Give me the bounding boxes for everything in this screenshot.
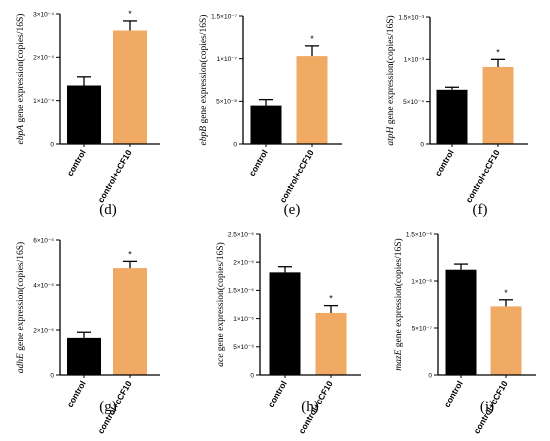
significance-mark: *	[329, 294, 333, 304]
x-tick-label: control+cCF10	[463, 148, 501, 205]
y-tick-label: 3×10⁻⁴	[33, 11, 54, 18]
significance-mark: *	[310, 34, 314, 44]
gene-name: ebpB	[199, 126, 209, 146]
y-tick-label: 0	[420, 141, 424, 148]
y-tick-label: 1.5×10⁻⁷	[211, 13, 237, 20]
significance-mark: *	[128, 249, 132, 259]
y-axis-title-suffix: gene expression(copies/16S)	[198, 15, 209, 126]
x-tick-label: control+cCF10	[95, 148, 133, 205]
panel-label: (e)	[284, 202, 301, 218]
y-tick-label: 5×10⁻⁷	[412, 325, 433, 332]
gene-name: ace	[216, 354, 226, 367]
chart-panel-4: control*control+cCF1002×10⁻⁵4×10⁻⁵6×10⁻⁵…	[15, 237, 160, 435]
bar-control	[436, 89, 468, 144]
y-axis-title: adhE gene expression(copies/16S)	[15, 242, 26, 373]
panel-label: (d)	[99, 202, 117, 218]
y-tick-label: 1.5×10⁻⁶	[406, 231, 432, 238]
chart-panel-3: control * control+cCF10 0 5×10⁻⁴ 1×10⁻³ 1.5×10…	[385, 14, 528, 218]
gene-name: ebpA	[16, 125, 26, 145]
panel-label: (h)	[301, 399, 319, 415]
bar-control	[269, 272, 301, 375]
gene-name: adhE	[16, 353, 26, 373]
x-tick-label: control	[65, 379, 88, 409]
bar-control-ccf10	[490, 306, 522, 375]
y-tick-label: 2×10⁻⁵	[233, 260, 254, 267]
x-tick-label: control	[442, 379, 465, 409]
x-tick-label: control	[247, 148, 270, 178]
significance-mark: *	[504, 288, 508, 298]
y-tick-label: 0	[50, 141, 54, 148]
bar-control	[67, 85, 101, 144]
y-tick-label: 0	[233, 141, 237, 148]
panel-label: (i)	[480, 399, 494, 415]
panel-label: (f)	[473, 202, 488, 218]
y-axis-title-suffix: gene expression(copies/16S)	[215, 242, 226, 353]
x-tick-label: control	[266, 379, 289, 409]
significance-mark: *	[128, 9, 132, 19]
y-tick-label: 6×10⁻⁵	[33, 237, 54, 244]
y-tick-label: 1.5×10⁻³	[398, 14, 424, 21]
y-tick-label: 2×10⁻⁴	[33, 55, 54, 62]
x-tick-label: control	[65, 148, 88, 178]
y-tick-label: 0	[250, 372, 254, 379]
y-tick-label: 4×10⁻⁵	[33, 282, 54, 289]
y-axis-title-suffix: gene expression(copies/16S)	[15, 242, 26, 353]
y-tick-label: 0	[50, 372, 54, 379]
chart-panel-5: control*control+cCF1005×10⁻⁶1×10⁻⁵1.5×10…	[215, 231, 361, 435]
y-tick-label: 1.5×10⁻⁵	[228, 288, 254, 295]
y-tick-label: 1×10⁻⁴	[33, 98, 54, 105]
y-tick-label: 2×10⁻⁵	[33, 327, 54, 334]
y-tick-label: 1×10⁻⁷	[217, 56, 238, 63]
y-axis-title-suffix: gene expression(copies/16S)	[385, 15, 396, 126]
chart-panel-1: control * control+cCF10 0 1×10⁻⁴ 2×10⁻⁴ 3×10⁻⁴…	[15, 9, 160, 218]
y-tick-label: 2.5×10⁻⁵	[228, 231, 254, 238]
y-axis-title: ebpA gene expression(copies/16S)	[15, 14, 26, 145]
x-tick-label: control+cCF10	[277, 148, 315, 205]
y-axis-title: atpH gene expression(copies/16S)	[385, 15, 396, 145]
y-axis-title: ebpB gene expression(copies/16S)	[198, 15, 209, 146]
bar-control-ccf10	[113, 30, 147, 144]
y-axis-title-suffix: gene expression(copies/16S)	[15, 14, 26, 125]
y-tick-label: 1×10⁻³	[404, 57, 425, 64]
y-tick-label: 1×10⁻⁵	[233, 316, 254, 323]
chart-panel-6: control*control+cCF1005×10⁻⁷1×10⁻⁶1.5×10…	[393, 231, 536, 435]
gene-name: mazE	[394, 349, 404, 370]
y-tick-label: 0	[428, 372, 432, 379]
x-tick-label: control	[433, 148, 456, 178]
bar-control	[67, 337, 101, 375]
bar-control-ccf10	[296, 56, 328, 144]
bar-control-ccf10	[113, 268, 147, 375]
y-axis-title: mazE gene expression(copies/16S)	[393, 238, 404, 370]
y-tick-label: 5×10⁻⁶	[233, 344, 254, 351]
gene-name: atpH	[386, 126, 396, 146]
y-axis-title: ace gene expression(copies/16S)	[215, 242, 226, 367]
panel-label: (g)	[99, 399, 117, 415]
bar-control-ccf10	[482, 66, 514, 144]
y-tick-label: 1×10⁻⁶	[411, 278, 432, 285]
y-tick-label: 5×10⁻⁸	[216, 99, 237, 106]
significance-mark: *	[496, 47, 500, 57]
bar-control-ccf10	[315, 312, 347, 375]
bar-control	[250, 105, 282, 144]
y-axis-title-suffix: gene expression(copies/16S)	[393, 238, 404, 349]
bar-control	[445, 269, 477, 375]
y-tick-label: 5×10⁻⁴	[403, 99, 424, 106]
chart-panel-2: control * control+cCF10 0 5×10⁻⁸ 1×10⁻⁷ 1.5×10…	[198, 13, 342, 218]
